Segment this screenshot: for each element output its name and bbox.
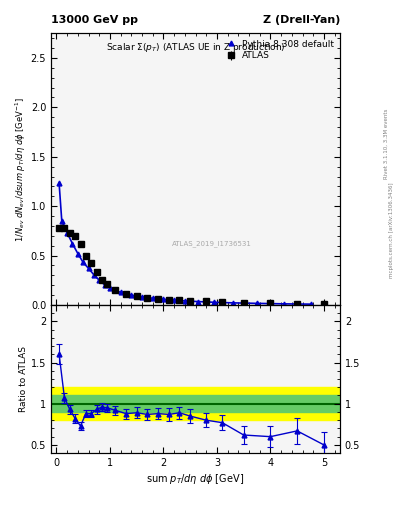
Pythia 8.308 default (108, 285, 112, 291)
Pythia 8.308 default (161, 296, 166, 302)
Pythia 8.308 default (65, 230, 70, 236)
Pythia 8.308 default (231, 300, 235, 306)
Text: Scalar $\Sigma(p_T)$ (ATLAS UE in Z production): Scalar $\Sigma(p_T)$ (ATLAS UE in Z prod… (106, 41, 285, 54)
Pythia 8.308 default (196, 298, 200, 305)
Text: ATLAS_2019_I1736531: ATLAS_2019_I1736531 (173, 240, 252, 247)
Pythia 8.308 default (151, 295, 155, 301)
Y-axis label: Ratio to ATLAS: Ratio to ATLAS (19, 346, 28, 412)
Text: 13000 GeV pp: 13000 GeV pp (51, 14, 138, 25)
Text: mcplots.cern.ch [arXiv:1306.3436]: mcplots.cern.ch [arXiv:1306.3436] (389, 183, 393, 278)
Pythia 8.308 default (81, 260, 86, 266)
Pythia 8.308 default (129, 292, 134, 298)
Pythia 8.308 default (57, 180, 61, 186)
Pythia 8.308 default (97, 277, 102, 283)
Pythia 8.308 default (92, 272, 96, 278)
Pythia 8.308 default (118, 289, 123, 295)
Legend: Pythia 8.308 default, ATLAS: Pythia 8.308 default, ATLAS (223, 38, 336, 62)
Pythia 8.308 default (102, 282, 107, 288)
Pythia 8.308 default (212, 299, 217, 305)
Pythia 8.308 default (140, 294, 144, 300)
Pythia 8.308 default (86, 265, 91, 271)
Text: Z (Drell-Yan): Z (Drell-Yan) (263, 14, 340, 25)
Pythia 8.308 default (308, 301, 313, 307)
Pythia 8.308 default (59, 218, 64, 224)
Pythia 8.308 default (255, 301, 259, 307)
Pythia 8.308 default (172, 297, 176, 303)
Pythia 8.308 default (70, 241, 75, 247)
Pythia 8.308 default (281, 301, 286, 307)
Text: Rivet 3.1.10, 3.3M events: Rivet 3.1.10, 3.3M events (384, 108, 388, 179)
Line: Pythia 8.308 default: Pythia 8.308 default (57, 181, 313, 307)
Pythia 8.308 default (182, 298, 187, 304)
Pythia 8.308 default (75, 250, 80, 257)
X-axis label: sum $p_T/d\eta$ $d\phi$ [GeV]: sum $p_T/d\eta$ $d\phi$ [GeV] (147, 472, 244, 486)
Y-axis label: $1/N_{ev}$ $dN_{ev}/dsum$ $p_T/d\eta$ $d\phi$ [GeV$^{-1}$]: $1/N_{ev}$ $dN_{ev}/dsum$ $p_T/d\eta$ $d… (13, 97, 28, 242)
